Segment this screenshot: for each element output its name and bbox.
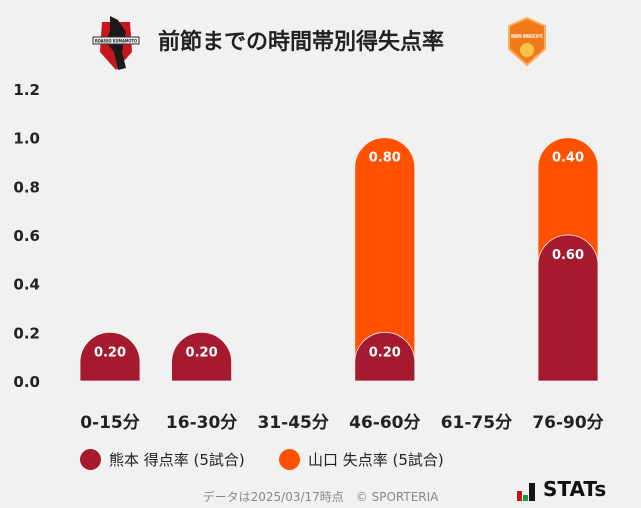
bar-chart: 0.0 0.2 0.4 0.6 0.8 1.0 1.2 0-15分 0.20 16-30分 0.20… <box>13 81 603 433</box>
legend-label-yamaguchi: 山口 失点率 (5試合) <box>308 451 444 469</box>
x-tick-label: 0-15分 <box>80 413 140 433</box>
kumamoto-logo-text: ROASSO KUMAMOTO <box>95 39 137 45</box>
stats-logo-icon <box>517 483 535 501</box>
y-tick-label: 0.8 <box>13 178 40 196</box>
x-tick-label: 31-45分 <box>258 413 329 433</box>
renofa-logo-text: RENOFA YAMAGUCHI FC <box>511 34 543 40</box>
x-tick-label: 61-75分 <box>441 413 512 433</box>
chart-title: 前節までの時間帯別得失点率 <box>158 30 445 55</box>
bar-kumamoto <box>171 332 232 382</box>
y-tick-label: 1.0 <box>13 130 40 148</box>
bar-label-kumamoto: 0.20 <box>369 345 401 360</box>
bar-label-yamaguchi: 0.40 <box>552 151 584 166</box>
stats-brand-text: STATs <box>543 477 607 501</box>
bar-label-kumamoto: 0.20 <box>94 345 126 360</box>
footer-note: データは2025/03/17時点 © SPORTERIA <box>202 490 439 504</box>
bar-label-kumamoto: 0.60 <box>552 248 584 263</box>
legend-label-kumamoto: 熊本 得点率 (5試合) <box>109 451 245 469</box>
legend-swatch-yamaguchi <box>279 449 300 470</box>
bar-yamaguchi <box>354 137 416 382</box>
legend-swatch-kumamoto <box>80 449 101 470</box>
bar-kumamoto <box>537 234 599 382</box>
y-tick-label: 0.2 <box>13 324 40 342</box>
legend-item-kumamoto: 熊本 得点率 (5試合) <box>80 449 245 470</box>
x-tick-label: 46-60分 <box>349 413 420 433</box>
bar-kumamoto <box>79 332 141 382</box>
y-tick-label: 0.6 <box>13 227 40 245</box>
y-tick-label: 0.0 <box>13 373 40 391</box>
bar-label-kumamoto: 0.20 <box>186 345 218 360</box>
y-tick-label: 1.2 <box>13 81 40 99</box>
bar-label-yamaguchi: 0.80 <box>369 151 401 166</box>
x-tick-label: 76-90分 <box>532 413 603 433</box>
kumamoto-logo: ROASSO KUMAMOTO <box>92 16 140 70</box>
bar-kumamoto <box>354 332 416 382</box>
stats-brand: STATs <box>517 477 606 501</box>
legend-item-yamaguchi: 山口 失点率 (5試合) <box>279 449 444 470</box>
y-tick-label: 0.4 <box>13 276 40 294</box>
renofa-logo: RENOFA YAMAGUCHI FC <box>508 17 546 67</box>
x-tick-label: 16-30分 <box>166 413 237 433</box>
